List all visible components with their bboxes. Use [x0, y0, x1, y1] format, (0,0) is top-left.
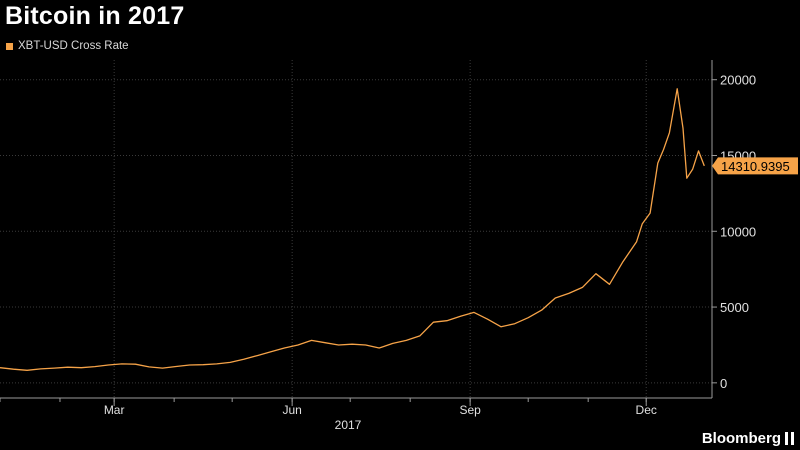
- legend: XBT-USD Cross Rate: [6, 40, 129, 52]
- last-value-label: 14310.9395: [721, 159, 790, 174]
- y-tick-label: 10000: [720, 224, 756, 239]
- legend-swatch: [6, 42, 13, 50]
- brand-logo: Bloomberg: [702, 430, 794, 447]
- y-tick-label: 20000: [720, 73, 756, 88]
- x-tick-label: Sep: [459, 403, 481, 417]
- series-line: [0, 88, 705, 371]
- brand-name: Bloomberg: [701, 430, 781, 447]
- chart-title: Bitcoin in 2017: [5, 2, 185, 30]
- x-tick-label: Mar: [104, 403, 125, 417]
- y-tick-label: 5000: [720, 300, 749, 315]
- y-tick-label: 0: [720, 376, 727, 391]
- x-group-label: 2017: [335, 418, 362, 432]
- legend-label: XBT-USD Cross Rate: [18, 40, 129, 52]
- x-tick-label: Dec: [636, 403, 657, 417]
- x-tick-label: Jun: [282, 403, 301, 417]
- last-value-badge: [712, 157, 798, 175]
- brand-mark-icon: [785, 432, 794, 445]
